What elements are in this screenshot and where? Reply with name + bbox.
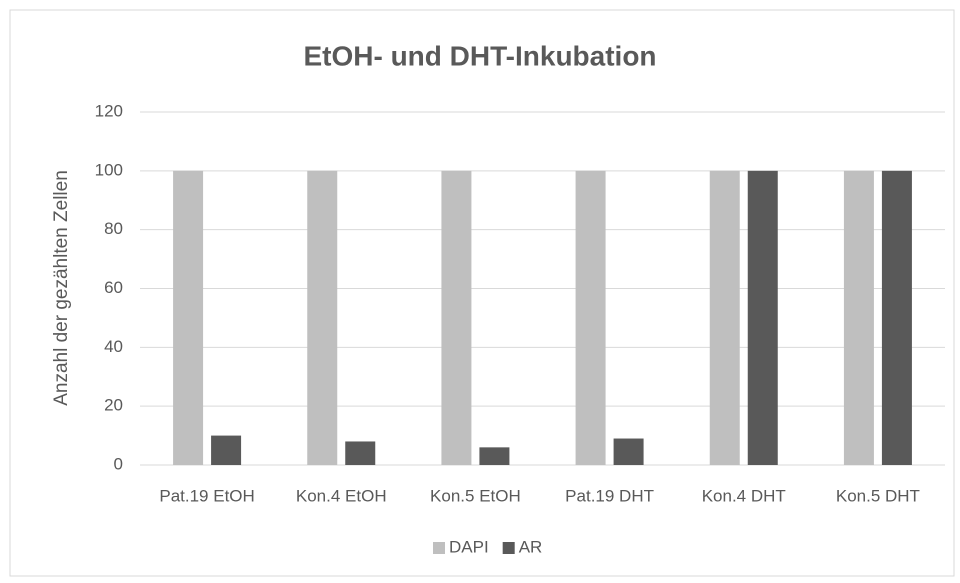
- legend-label: DAPI: [449, 537, 489, 556]
- x-tick-label: Kon.4 DHT: [702, 486, 786, 505]
- x-tick-label: Pat.19 DHT: [565, 486, 654, 505]
- x-tick-label: Kon.5 EtOH: [430, 486, 521, 505]
- bar: [709, 170, 740, 466]
- y-tick-label: 40: [104, 337, 123, 356]
- bar: [747, 170, 778, 466]
- bar: [575, 170, 606, 466]
- y-axis-label: Anzahl der gezählten Zellen: [51, 170, 72, 406]
- chart-title: EtOH- und DHT-Inkubation: [303, 40, 656, 71]
- bar: [613, 438, 644, 465]
- bar: [441, 170, 472, 466]
- y-tick-label: 0: [114, 454, 123, 473]
- bar: [881, 170, 912, 466]
- x-tick-label: Kon.5 DHT: [836, 486, 920, 505]
- x-tick-label: Pat.19 EtOH: [159, 486, 254, 505]
- bar: [211, 435, 242, 465]
- y-tick-label: 100: [95, 160, 123, 179]
- bar: [307, 170, 338, 466]
- legend-swatch: [502, 542, 515, 554]
- bar: [173, 170, 204, 466]
- x-tick-label: Kon.4 EtOH: [296, 486, 387, 505]
- legend-label: AR: [519, 537, 543, 556]
- bar: [843, 170, 874, 466]
- y-tick-label: 60: [104, 278, 123, 297]
- legend-swatch: [433, 542, 445, 554]
- y-tick-label: 20: [104, 396, 123, 415]
- y-tick-label: 120: [95, 101, 123, 120]
- y-tick-label: 80: [104, 219, 123, 238]
- bar: [479, 447, 510, 465]
- chart-border: [9, 9, 955, 577]
- bar: [345, 441, 376, 465]
